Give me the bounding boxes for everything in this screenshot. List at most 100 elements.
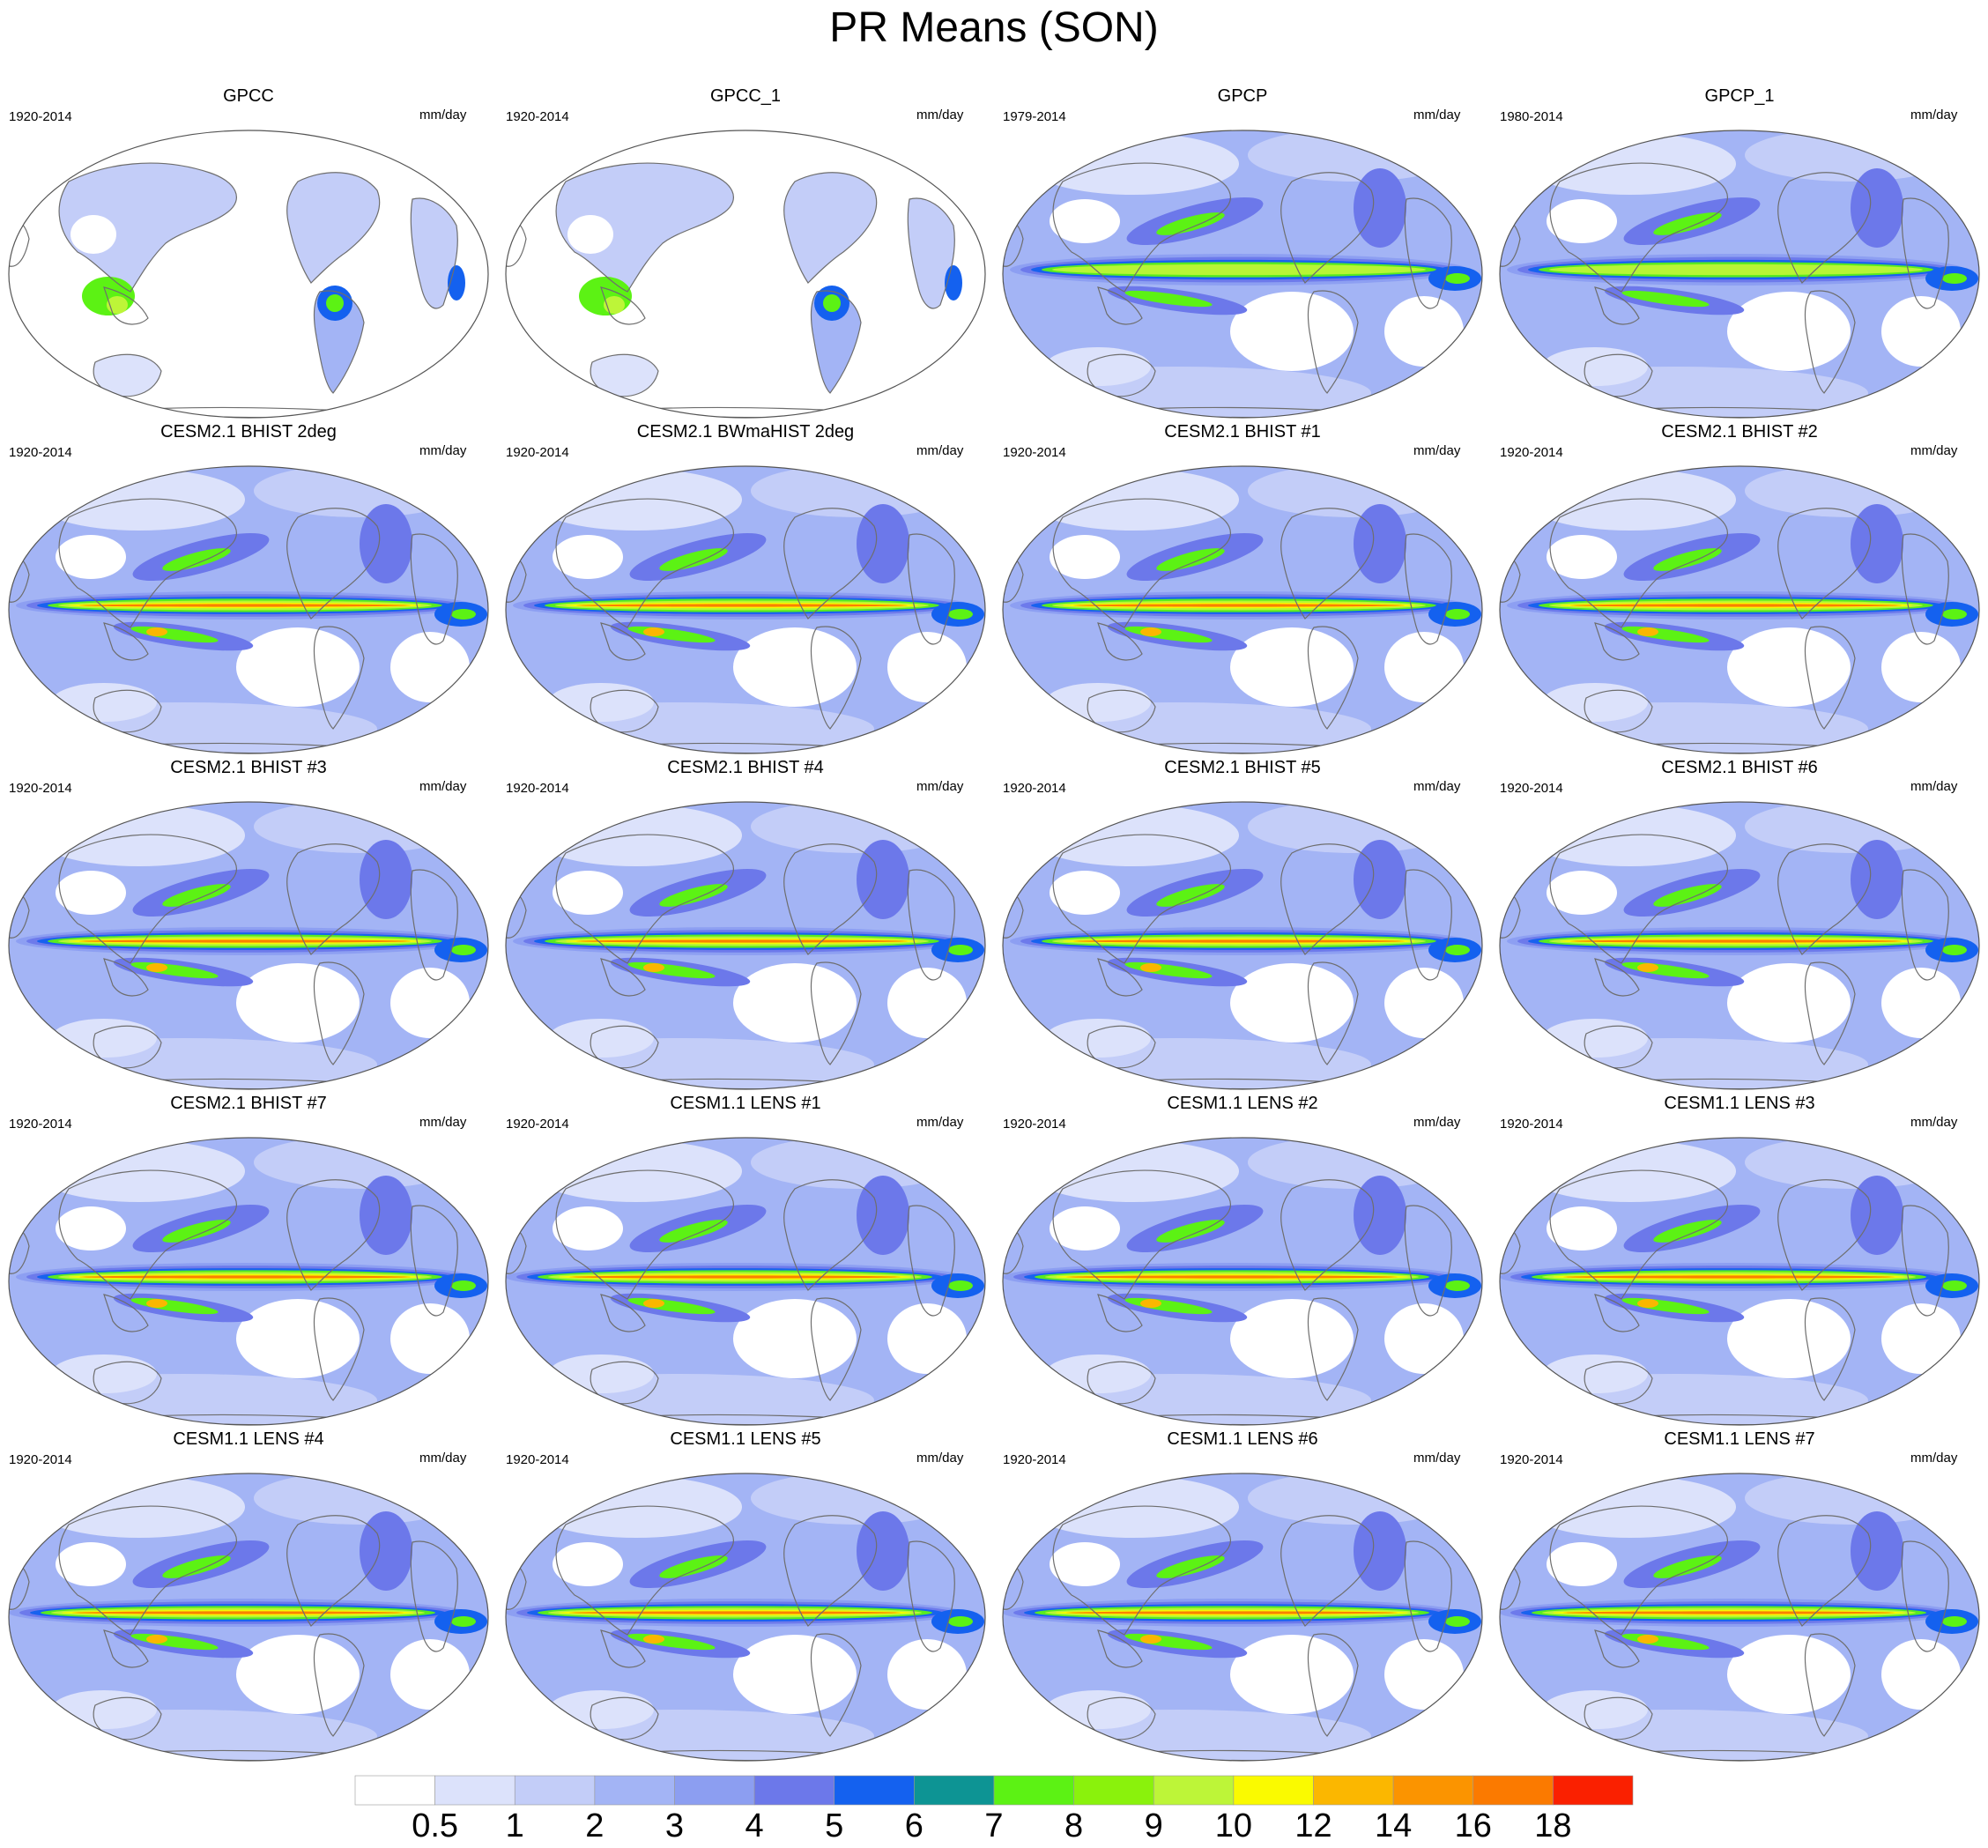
map-panel-grid: GPCC 1920-2014 mm/day GPCC_1 1920-2014 mm/day… [0, 85, 1988, 1762]
panel-years: 1920-2014 [1003, 1117, 1066, 1132]
panel-years: 1979-2014 [1003, 109, 1066, 124]
panel-years: 1920-2014 [1500, 1117, 1563, 1132]
panel-title: CESM2.1 BHIST #2 [1661, 422, 1818, 442]
precip-map [8, 1473, 489, 1762]
panel-units: mm/day [1413, 779, 1461, 794]
panel-title: CESM2.1 BHIST #5 [1164, 758, 1321, 777]
precip-map [505, 801, 986, 1090]
panel-units: mm/day [916, 443, 964, 458]
colorbar-swatch [674, 1775, 755, 1806]
map-panel: CESM1.1 LENS #2 1920-2014 mm/day [994, 1092, 1491, 1428]
panel-years: 1920-2014 [9, 445, 72, 460]
colorbar-swatch [1073, 1775, 1154, 1806]
figure-title: PR Means (SON) [829, 4, 1159, 51]
colorbar-swatch [1153, 1775, 1235, 1806]
panel-units: mm/day [1910, 1451, 1958, 1466]
panel-units: mm/day [916, 108, 964, 122]
precip-map [1499, 465, 1980, 754]
colorbar-label: 12 [1294, 1807, 1332, 1844]
map-panel: CESM2.1 BHIST #1 1920-2014 mm/day [994, 420, 1491, 756]
panel-title: GPCC [223, 86, 274, 106]
panel-title: CESM2.1 BHIST #4 [667, 758, 824, 777]
precip-map [1499, 130, 1980, 419]
map-panel: CESM2.1 BHIST #3 1920-2014 mm/day [0, 756, 497, 1092]
colorbar-label: 5 [825, 1807, 844, 1844]
colorbar-label: 6 [904, 1807, 924, 1844]
colorbar-label: 9 [1144, 1807, 1163, 1844]
colorbar-label: 3 [664, 1807, 685, 1844]
colorbar-label: 7 [984, 1807, 1004, 1844]
panel-years: 1920-2014 [506, 781, 569, 796]
panel-years: 1920-2014 [506, 1452, 569, 1467]
precip-map [505, 1473, 986, 1762]
panel-units: mm/day [419, 108, 467, 122]
map-panel: CESM2.1 BHIST #4 1920-2014 mm/day [497, 756, 994, 1092]
panel-title: CESM2.1 BHIST #6 [1661, 758, 1818, 777]
colorbar-swatch [914, 1775, 995, 1806]
precip-map [505, 465, 986, 754]
panel-years: 1920-2014 [506, 445, 569, 460]
map-panel: GPCC 1920-2014 mm/day [0, 85, 497, 420]
panel-title: CESM1.1 LENS #2 [1167, 1094, 1318, 1113]
panel-title: CESM2.1 BHIST #3 [170, 758, 327, 777]
panel-title: CESM1.1 LENS #7 [1664, 1429, 1815, 1449]
colorbar-label: 14 [1374, 1807, 1413, 1844]
precip-map [8, 130, 489, 419]
panel-title: CESM2.1 BHIST 2deg [160, 422, 337, 442]
map-panel: CESM1.1 LENS #7 1920-2014 mm/day [1491, 1428, 1988, 1763]
colorbar-label: 4 [745, 1807, 764, 1844]
panel-title: CESM2.1 BHIST #1 [1164, 422, 1321, 442]
map-panel: CESM2.1 BWmaHIST 2deg 1920-2014 mm/day [497, 420, 994, 756]
map-panel: CESM2.1 BHIST #5 1920-2014 mm/day [994, 756, 1491, 1092]
map-panel: CESM1.1 LENS #6 1920-2014 mm/day [994, 1428, 1491, 1763]
panel-units: mm/day [419, 779, 467, 794]
panel-units: mm/day [1413, 108, 1461, 122]
colorbar-swatch [1233, 1775, 1314, 1806]
panel-units: mm/day [1910, 443, 1958, 458]
panel-years: 1920-2014 [9, 781, 72, 796]
precip-map [1499, 1137, 1980, 1426]
precip-map [1002, 1137, 1483, 1426]
precip-map [8, 465, 489, 754]
panel-title: GPCC_1 [709, 86, 782, 106]
map-panel: CESM1.1 LENS #5 1920-2014 mm/day [497, 1428, 994, 1763]
colorbar-swatch [1313, 1775, 1394, 1806]
panel-units: mm/day [419, 443, 467, 458]
map-panel: CESM2.1 BHIST #2 1920-2014 mm/day [1491, 420, 1988, 756]
panel-years: 1920-2014 [9, 109, 72, 124]
precip-map [505, 130, 986, 419]
colorbar-label: 8 [1064, 1807, 1084, 1844]
panel-title: CESM1.1 LENS #1 [670, 1094, 821, 1113]
panel-title: CESM1.1 LENS #5 [670, 1429, 821, 1449]
precip-map [1002, 1473, 1483, 1762]
precip-map [1002, 465, 1483, 754]
colorbar-label: 10 [1214, 1807, 1253, 1844]
colorbar-label: 18 [1534, 1807, 1572, 1844]
panel-title: CESM1.1 LENS #3 [1664, 1094, 1815, 1113]
panel-years: 1920-2014 [1500, 781, 1563, 796]
panel-title: CESM1.1 LENS #4 [173, 1429, 324, 1449]
colorbar-label: 2 [585, 1807, 605, 1844]
colorbar-swatch [514, 1775, 596, 1806]
precip-map [8, 1137, 489, 1426]
panel-units: mm/day [1910, 779, 1958, 794]
colorbar-label: 0.5 [412, 1807, 459, 1844]
panel-years: 1920-2014 [1003, 1452, 1066, 1467]
precip-map [1499, 801, 1980, 1090]
colorbar-swatch [753, 1775, 835, 1806]
map-panel: CESM2.1 BHIST #7 1920-2014 mm/day [0, 1092, 497, 1428]
panel-years: 1920-2014 [1500, 1452, 1563, 1467]
panel-title: GPCP_1 [1704, 86, 1775, 106]
panel-units: mm/day [916, 1451, 964, 1466]
colorbar-label: 16 [1454, 1807, 1492, 1844]
map-panel: GPCP_1 1980-2014 mm/day [1491, 85, 1988, 420]
panel-years: 1920-2014 [506, 1117, 569, 1132]
map-panel: CESM1.1 LENS #3 1920-2014 mm/day [1491, 1092, 1988, 1428]
map-panel: CESM1.1 LENS #4 1920-2014 mm/day [0, 1428, 497, 1763]
map-panel: CESM2.1 BHIST 2deg 1920-2014 mm/day [0, 420, 497, 756]
panel-years: 1920-2014 [506, 109, 569, 124]
panel-years: 1920-2014 [1003, 445, 1066, 460]
panel-title: CESM1.1 LENS #6 [1167, 1429, 1318, 1449]
panel-units: mm/day [1413, 1115, 1461, 1130]
precip-map [505, 1137, 986, 1426]
